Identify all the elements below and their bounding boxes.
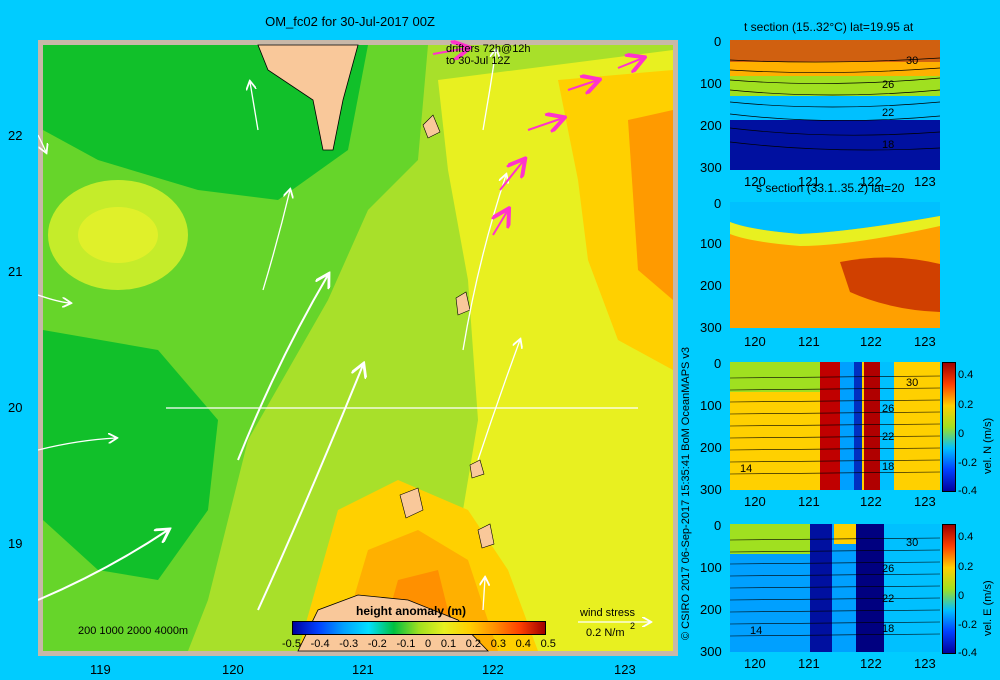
t-x-tick: 120 — [744, 174, 766, 189]
height-anomaly-map[interactable]: drifters 72h@12h to 30-Jul 12Z 200 1000 … — [38, 40, 678, 656]
map-y-tick: 20 — [8, 400, 23, 415]
ve-x-tick: 123 — [914, 656, 936, 671]
svg-text:14: 14 — [740, 463, 752, 475]
t-section-title: t section (15..32°C) lat=19.95 at — [744, 20, 914, 34]
map-x-tick: 122 — [482, 662, 504, 677]
ve-y-tick: 0 — [714, 518, 722, 533]
map-y-tick: 22 — [8, 128, 23, 143]
t-x-tick: 123 — [914, 174, 936, 189]
s-x-tick: 122 — [860, 334, 882, 349]
s-x-tick: 120 — [744, 334, 766, 349]
s-section-title: s section (33.1..35.2) lat=20 — [756, 181, 905, 195]
t-section-plot[interactable]: 30 26 22 18 — [730, 40, 940, 170]
vn-y-tick: 100 — [700, 398, 722, 413]
wind-stress-value: 0.2 N/m — [586, 627, 625, 639]
s-section-plot[interactable] — [730, 202, 940, 328]
t-y-tick: 100 — [700, 76, 722, 91]
s-x-tick: 123 — [914, 334, 936, 349]
vn-x-tick: 123 — [914, 494, 936, 509]
wind-stress-label: wind stress — [579, 607, 636, 619]
svg-text:26: 26 — [882, 79, 894, 91]
vn-x-tick: 121 — [798, 494, 820, 509]
copyright-caption: © CSIRO 2017 06-Sep-2017 15:35:41 BoM Oc… — [680, 346, 692, 640]
svg-text:22: 22 — [882, 107, 894, 119]
ve-y-tick: 300 — [700, 644, 722, 659]
vn-x-tick: 120 — [744, 494, 766, 509]
map-x-tick: 120 — [222, 662, 244, 677]
s-y-tick: 200 — [700, 278, 722, 293]
vel-e-section-plot[interactable]: 30 26 22 18 14 — [730, 524, 940, 652]
vel-e-label: vel. E (m/s) — [982, 580, 994, 636]
map-x-tick: 123 — [614, 662, 636, 677]
svg-text:26: 26 — [882, 563, 894, 575]
drifters-label: drifters 72h@12h — [446, 43, 531, 55]
ve-y-tick: 100 — [700, 560, 722, 575]
svg-text:18: 18 — [882, 461, 894, 473]
vel-n-section-plot[interactable]: 30 26 22 18 14 — [730, 362, 940, 490]
svg-text:30: 30 — [906, 537, 918, 549]
svg-text:14: 14 — [750, 625, 762, 637]
s-x-tick: 121 — [798, 334, 820, 349]
ve-x-tick: 122 — [860, 656, 882, 671]
s-y-tick: 300 — [700, 320, 722, 335]
map-y-tick: 19 — [8, 536, 23, 551]
t-y-tick: 300 — [700, 160, 722, 175]
s-y-tick: 100 — [700, 236, 722, 251]
svg-text:22: 22 — [882, 593, 894, 605]
svg-text:22: 22 — [882, 431, 894, 443]
vel-e-colorbar — [942, 524, 956, 654]
vn-x-tick: 122 — [860, 494, 882, 509]
map-y-tick: 21 — [8, 264, 23, 279]
t-y-tick: 0 — [714, 34, 722, 49]
page-title: OM_fc02 for 30-Jul-2017 00Z — [265, 14, 435, 29]
vn-y-tick: 0 — [714, 356, 722, 371]
svg-text:18: 18 — [882, 623, 894, 635]
vn-y-tick: 200 — [700, 440, 722, 455]
svg-text:18: 18 — [882, 139, 894, 151]
svg-text:30: 30 — [906, 55, 918, 67]
ve-y-tick: 200 — [700, 602, 722, 617]
drifters-time-label: to 30-Jul 12Z — [446, 55, 510, 67]
wind-stress-unit-superscript: 2 — [630, 621, 635, 631]
vel-n-colorbar — [942, 362, 956, 492]
map-x-tick: 119 — [90, 662, 111, 677]
svg-text:26: 26 — [882, 403, 894, 415]
t-x-tick: 121 — [798, 174, 820, 189]
t-y-tick: 200 — [700, 118, 722, 133]
t-x-tick: 122 — [860, 174, 882, 189]
map-x-tick: 121 — [352, 662, 374, 677]
vn-y-tick: 300 — [700, 482, 722, 497]
vel-n-label: vel. N (m/s) — [982, 417, 994, 474]
colorbar-title: height anomaly (m) — [356, 604, 467, 618]
svg-text:30: 30 — [906, 377, 918, 389]
depth-legend: 200 1000 2000 4000m — [78, 625, 188, 637]
ve-x-tick: 120 — [744, 656, 766, 671]
colorbar-ticks: -0.5 -0.4 -0.3 -0.2 -0.1 0 0.1 0.2 0.3 0.4 0.5 — [282, 638, 556, 650]
s-y-tick: 0 — [714, 196, 722, 211]
colorbar — [292, 621, 546, 635]
ve-x-tick: 121 — [798, 656, 820, 671]
